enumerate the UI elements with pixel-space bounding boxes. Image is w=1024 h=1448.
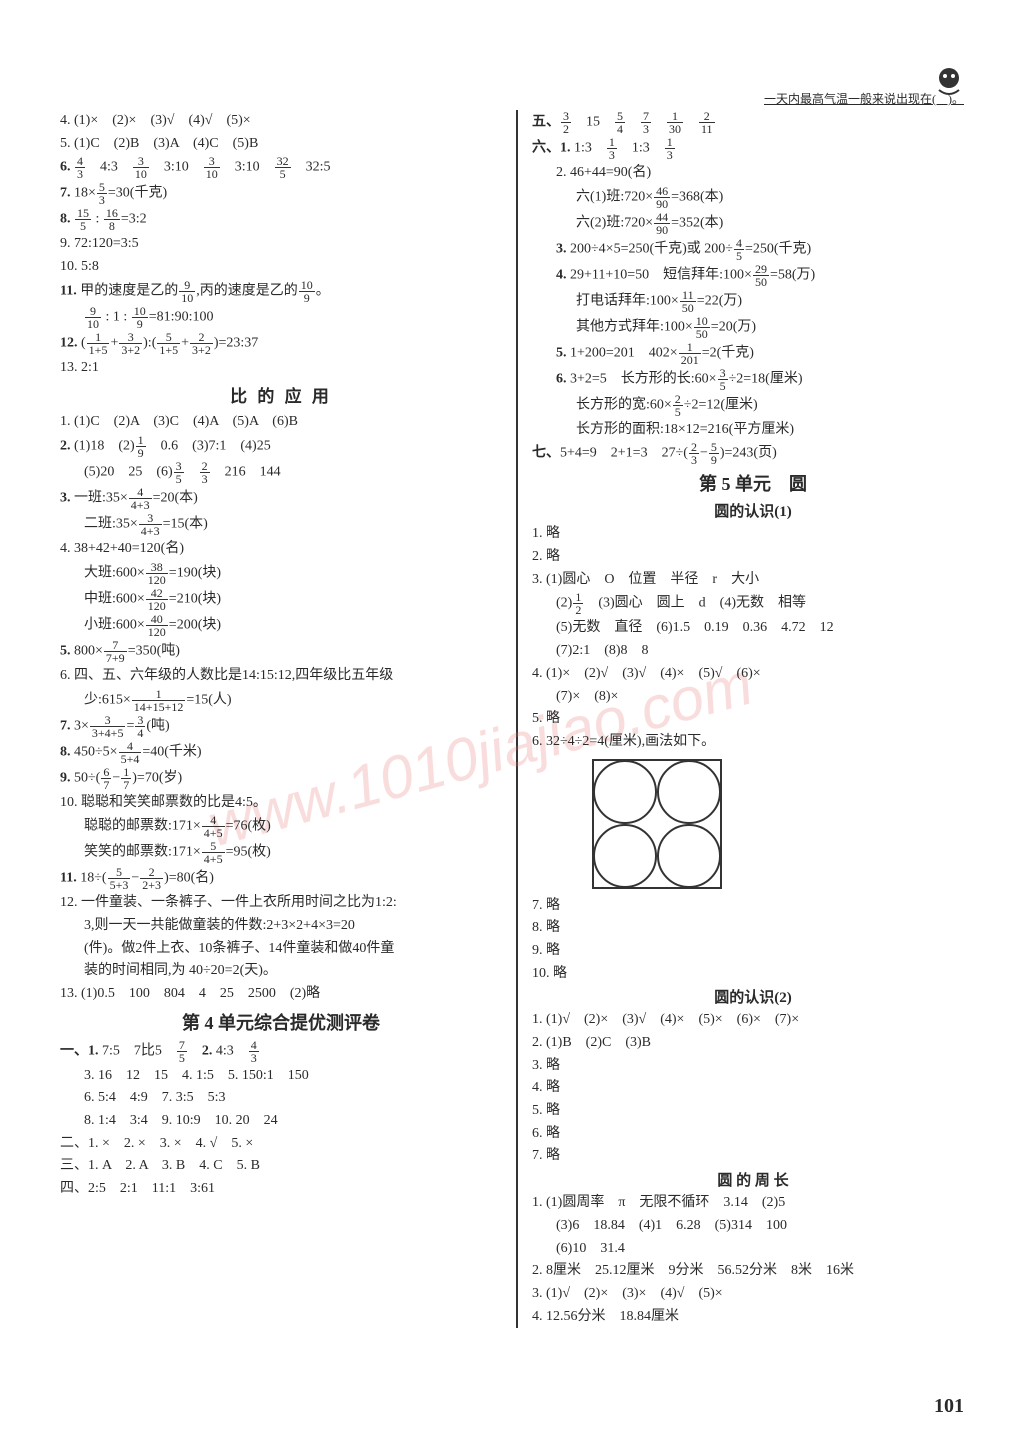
text-line: 11. 18÷(55+3−22+3)=80(名) [60, 866, 502, 891]
text-line: 笑笑的邮票数:171×54+5=95(枚) [60, 840, 502, 865]
text-line: 2. 略 [532, 546, 974, 568]
text-line: 4. (1)× (2)√ (3)√ (4)× (5)√ (6)× [532, 663, 974, 685]
sub-heading: 圆的认识(1) [532, 500, 974, 521]
text-line: (5)20 25 (6)35 23 216 144 [60, 460, 502, 485]
text-line: 13. (1)0.5 100 804 4 25 2500 (2)略 [60, 983, 502, 1005]
text-line: 8. 略 [532, 917, 974, 939]
section-heading: 比 的 应 用 [60, 382, 502, 407]
text-line: 5. 略 [532, 708, 974, 730]
text-line: 大班:600×38120=190(块) [60, 561, 502, 586]
right-column: 五、32 15 54 73 130 211 六、1. 1:3 13 1:3 13… [532, 110, 974, 1328]
text-line: 3. 略 [532, 1055, 974, 1077]
text-line: 5. 1+200=201 402×1201=2(千克) [532, 341, 974, 366]
text-line: 1. (1)圆周率 π 无限不循环 3.14 (2)5 [532, 1192, 974, 1214]
text-line: 二、1. × 2. × 3. × 4. √ 5. × [60, 1133, 502, 1155]
column-divider [516, 110, 518, 1328]
text-line: 12. 一件童装、一条裤子、一件上衣所用时间之比为1:2: [60, 892, 502, 914]
text-line: 9. 50÷(67−17)=70(岁) [60, 766, 502, 791]
text-line: 12. (11+5+33+2):(51+5+23+2)=23:37 [60, 331, 502, 356]
text-line: 10. 聪聪和笑笑邮票数的比是4:5。 [60, 792, 502, 814]
two-column-layout: 4. (1)× (2)× (3)√ (4)√ (5)× 5. (1)C (2)B… [60, 110, 974, 1328]
text-line: 13. 2:1 [60, 357, 502, 379]
text-line: 3. (1)√ (2)× (3)× (4)√ (5)× [532, 1283, 974, 1305]
text-line: (7)2:1 (8)8 8 [532, 640, 974, 662]
text-line: (6)10 31.4 [532, 1238, 974, 1260]
text-line: 2. (1)B (2)C (3)B [532, 1032, 974, 1054]
text-line: 2. 8厘米 25.12厘米 9分米 56.52分米 8米 16米 [532, 1260, 974, 1282]
text-line: 少:615×114+15+12=15(人) [60, 688, 502, 713]
text-line: 5. 略 [532, 1100, 974, 1122]
text-line: 七、5+4=9 2+1=3 27÷(23−59)=243(页) [532, 441, 974, 466]
text-line: (7)× (8)× [532, 686, 974, 708]
text-line: 7. 3×33+4+5=34(吨) [60, 714, 502, 739]
text-line: 2. (1)18 (2)19 0.6 (3)7:1 (4)25 [60, 434, 502, 459]
text-line: (2)12 (3)圆心 圆上 d (4)无数 相等 [532, 591, 974, 616]
text-line: 6. 43 4:3 310 3:10 310 3:10 325 32:5 [60, 155, 502, 180]
text-line: 小班:600×40120=200(块) [60, 613, 502, 638]
text-line: 10. 略 [532, 963, 974, 985]
text-line: 7. 略 [532, 1145, 974, 1167]
text-line: 长方形的宽:60×25÷2=12(厘米) [532, 393, 974, 418]
text-line: 4. (1)× (2)× (3)√ (4)√ (5)× [60, 110, 502, 132]
text-line: 6. 32÷4÷2=4(厘米),画法如下。 [532, 731, 974, 753]
mascot-icon [929, 60, 969, 100]
text-line: 一、1. 7:5 7比5 75 2. 4:3 43 [60, 1039, 502, 1064]
text-line: (件)。做2件上衣、10条裤子、14件童装和做40件童 [60, 938, 502, 960]
text-line: 6. 略 [532, 1123, 974, 1145]
text-line: 3. 一班:35×44+3=20(本) [60, 486, 502, 511]
text-line: 9. 72:120=3:5 [60, 233, 502, 255]
text-line: 长方形的面积:18×12=216(平方厘米) [532, 419, 974, 441]
text-line: 装的时间相同,为 40÷20=2(天)。 [60, 960, 502, 982]
text-line: 1. (1)C (2)A (3)C (4)A (5)A (6)B [60, 411, 502, 433]
text-line: 9. 略 [532, 940, 974, 962]
text-line: 2. 46+44=90(名) [532, 162, 974, 184]
text-line: 910 : 1 : 109=81:90:100 [60, 305, 502, 330]
text-line: 8. 1:4 3:4 9. 10:9 10. 20 24 [60, 1110, 502, 1132]
text-line: 中班:600×42120=210(块) [60, 587, 502, 612]
text-line: 二班:35×34+3=15(本) [60, 512, 502, 537]
text-line: 6. 5:4 4:9 7. 3:5 5:3 [60, 1087, 502, 1109]
text-line: 6. 3+2=5 长方形的长:60×35÷2=18(厘米) [532, 367, 974, 392]
text-line: 4. 略 [532, 1077, 974, 1099]
text-line: 六(1)班:720×4690=368(本) [532, 185, 974, 210]
text-line: 5. (1)C (2)B (3)A (4)C (5)B [60, 133, 502, 155]
text-line: (5)无数 直径 (6)1.5 0.19 0.36 4.72 12 [532, 617, 974, 639]
text-line: 4. 38+42+40=120(名) [60, 538, 502, 560]
text-line: 1. (1)√ (2)× (3)√ (4)× (5)× (6)× (7)× [532, 1009, 974, 1031]
text-line: 8. 155 : 168=3:2 [60, 207, 502, 232]
text-line: 3,则一天一共能做童装的件数:2+3×2+4×3=20 [60, 915, 502, 937]
sub-heading: 圆 的 周 长 [532, 1169, 974, 1190]
text-line: 11. 甲的速度是乙的910,丙的速度是乙的109。 [60, 279, 502, 304]
text-line: 6. 四、五、六年级的人数比是14:15:12,四年级比五年级 [60, 665, 502, 687]
text-line: 六、1. 1:3 13 1:3 13 [532, 136, 974, 161]
left-column: 4. (1)× (2)× (3)√ (4)√ (5)× 5. (1)C (2)B… [60, 110, 502, 1328]
text-line: 四、2:5 2:1 11:1 3:61 [60, 1178, 502, 1200]
text-line: 3. 200÷4×5=250(千克)或 200÷45=250(千克) [532, 237, 974, 262]
text-line: 8. 450÷5×45+4=40(千米) [60, 740, 502, 765]
text-line: 4. 12.56分米 18.84厘米 [532, 1306, 974, 1328]
text-line: 打电话拜年:100×1150=22(万) [532, 289, 974, 314]
text-line: 7. 略 [532, 895, 974, 917]
text-line: 3. 16 12 15 4. 1:5 5. 150:1 150 [60, 1065, 502, 1087]
text-line: 聪聪的邮票数:171×44+5=76(枚) [60, 814, 502, 839]
four-circles-diagram [592, 759, 722, 889]
text-line: 7. 18×53=30(千克) [60, 181, 502, 206]
text-line: (3)6 18.84 (4)1 6.28 (5)314 100 [532, 1215, 974, 1237]
text-line: 1. 略 [532, 523, 974, 545]
text-line: 10. 5:8 [60, 256, 502, 278]
text-line: 5. 800×77+9=350(吨) [60, 639, 502, 664]
text-line: 其他方式拜年:100×1050=20(万) [532, 315, 974, 340]
text-line: 三、1. A 2. A 3. B 4. C 5. B [60, 1155, 502, 1177]
sub-heading: 圆的认识(2) [532, 986, 974, 1007]
text-line: 4. 29+11+10=50 短信拜年:100×2950=58(万) [532, 263, 974, 288]
unit-heading: 第 5 单元 圆 [532, 470, 974, 496]
unit-heading: 第 4 单元综合提优测评卷 [60, 1009, 502, 1035]
text-line: 五、32 15 54 73 130 211 [532, 110, 974, 135]
page-number: 101 [934, 1395, 964, 1418]
text-line: 3. (1)圆心 O 位置 半径 r 大小 [532, 569, 974, 591]
text-line: 六(2)班:720×4490=352(本) [532, 211, 974, 236]
